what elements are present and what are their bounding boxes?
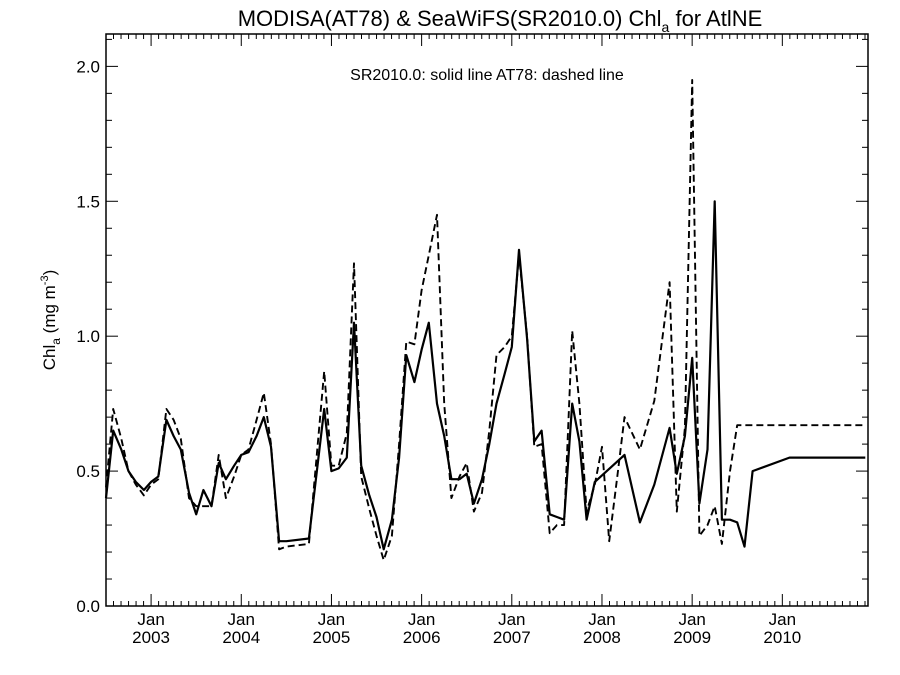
line-style-annotation: SR2010.0: solid line AT78: dashed line xyxy=(350,67,624,84)
y-tick-label: 0.5 xyxy=(76,462,100,481)
plot-area: 0.00.51.01.52.0Jan2003Jan2004Jan2005Jan2… xyxy=(76,33,869,647)
y-tick-label: 0.0 xyxy=(76,597,100,616)
x-tick-year-label: 2010 xyxy=(763,628,801,647)
x-tick-month-label: Jan xyxy=(678,610,705,629)
x-tick-year-label: 2005 xyxy=(313,628,351,647)
x-tick-year-label: 2004 xyxy=(222,628,260,647)
y-tick-label: 1.5 xyxy=(76,192,100,211)
x-tick-year-label: 2008 xyxy=(583,628,621,647)
plot-frame xyxy=(105,33,869,607)
y-tick-label: 1.0 xyxy=(76,327,100,346)
x-tick-month-label: Jan xyxy=(318,610,345,629)
series-line-at78 xyxy=(105,78,866,562)
x-tick-month-label: Jan xyxy=(588,610,615,629)
series-line-sr2010 xyxy=(104,200,866,551)
chart-title: MODISA(AT78) & SeaWiFS(SR2010.0) Chla fo… xyxy=(238,6,763,35)
x-tick-month-label: Jan xyxy=(498,610,525,629)
series-layer xyxy=(104,78,866,562)
x-tick-month-label: Jan xyxy=(408,610,435,629)
x-tick-month-label: Jan xyxy=(137,610,164,629)
x-tick-year-label: 2007 xyxy=(493,628,531,647)
y-axis-label: Chla (mg m-3) xyxy=(39,270,63,371)
x-tick-year-label: 2009 xyxy=(673,628,711,647)
axis-ticks: 0.00.51.01.52.0Jan2003Jan2004Jan2005Jan2… xyxy=(76,34,868,647)
x-tick-month-label: Jan xyxy=(769,610,796,629)
x-tick-year-label: 2003 xyxy=(132,628,170,647)
x-tick-month-label: Jan xyxy=(228,610,255,629)
y-tick-label: 2.0 xyxy=(76,57,100,76)
x-tick-year-label: 2006 xyxy=(403,628,441,647)
